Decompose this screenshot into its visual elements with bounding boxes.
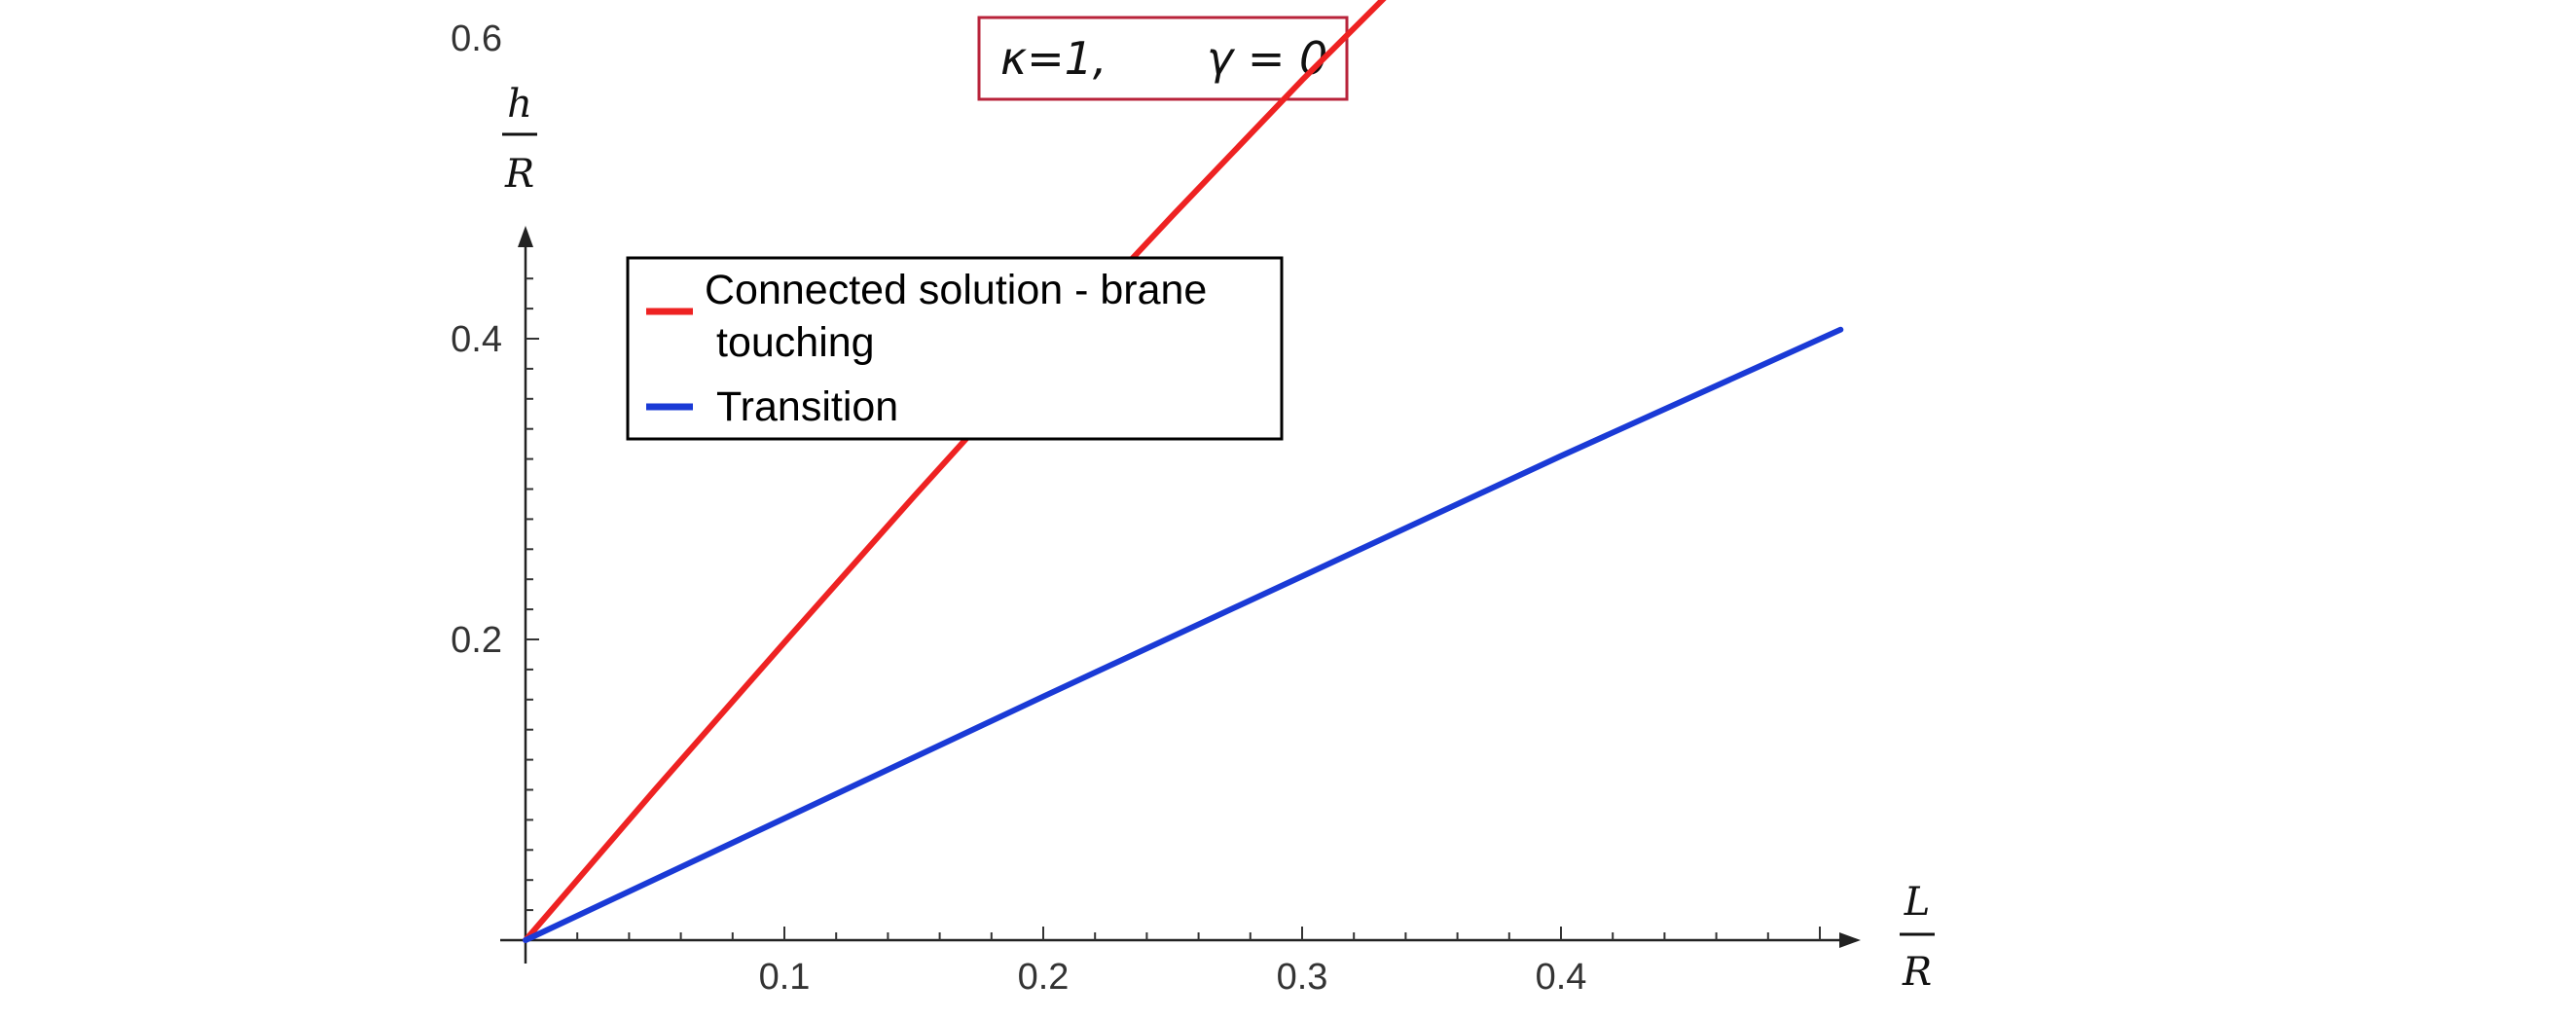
chart-title: κ=1, γ = 0: [977, 16, 1349, 101]
legend: Connected solution - brane touching Tran…: [626, 256, 1284, 441]
y-tick-label: 0.4: [451, 319, 502, 360]
legend-label-connected-line1: Connected solution - brane: [705, 267, 1207, 313]
y-tick-label: 0.6: [451, 18, 502, 59]
x-tick-label: 0.3: [1277, 957, 1328, 998]
legend-box: [626, 256, 1284, 441]
x-label-numerator: L: [1904, 880, 1931, 925]
x-axis-arrow: [1839, 932, 1861, 948]
title-part-kappa: κ=1,: [1000, 32, 1107, 85]
x-tick-label: 0.1: [759, 957, 811, 998]
axes: [500, 226, 1861, 964]
tick-labels: 0.10.20.30.40.20.40.60.8: [451, 18, 1587, 998]
x-label-denominator: R: [1902, 950, 1932, 995]
series-lines: [523, 0, 1844, 943]
y-axis-label: h R: [502, 82, 537, 197]
legend-label-transition: Transition: [716, 383, 898, 430]
legend-label-connected-line2: touching: [716, 319, 875, 366]
y-tick-label: 0.2: [451, 620, 502, 661]
x-tick-label: 0.2: [1018, 957, 1070, 998]
title-box: [977, 16, 1349, 101]
y-axis-arrow: [518, 226, 533, 247]
y-label-numerator: h: [507, 82, 532, 127]
x-tick-label: 0.4: [1536, 957, 1587, 998]
series-line-transition: [523, 326, 1844, 943]
x-axis-label: L R: [1900, 880, 1935, 995]
y-label-denominator: R: [504, 152, 534, 197]
ticks: [526, 277, 1821, 940]
series-line-connected: [523, 0, 1387, 943]
